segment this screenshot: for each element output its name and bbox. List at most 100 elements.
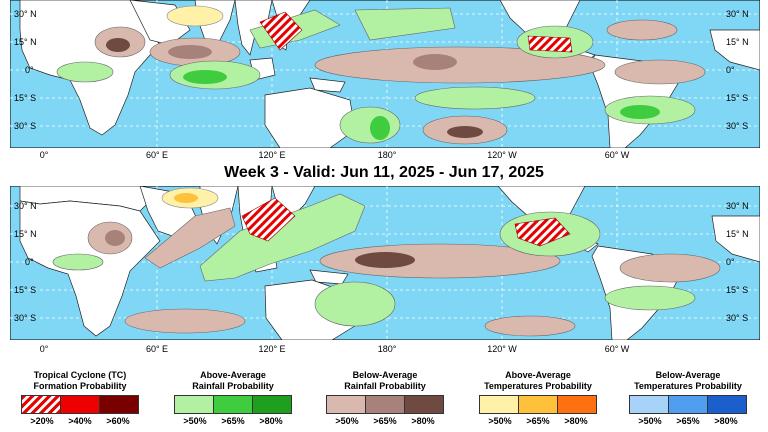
w3-lon-60e: 60° E xyxy=(145,344,169,354)
above-rain-spcz xyxy=(414,86,536,110)
legend-below-temp-swatch-80 xyxy=(706,395,747,414)
w2-lat-right-15s: 15° S xyxy=(726,93,749,103)
w3-lat-right-0: 0° xyxy=(726,257,735,267)
legend-below-rain-label-1: >50% xyxy=(335,416,359,426)
legend-tc-title-1: Tropical Cyclone (TC) xyxy=(33,370,127,380)
legend-tc-swatch-60 xyxy=(98,395,139,414)
new-guinea xyxy=(309,77,346,93)
w2-lon-180: 180° xyxy=(377,150,397,160)
legend-below-rain: Below-Average Rainfall Probability >50% … xyxy=(305,370,465,426)
legend-tc-label-2: >40% xyxy=(68,416,92,426)
below-rain-pacific-band xyxy=(314,46,606,84)
legend-tc-label-3: >60% xyxy=(106,416,130,426)
legend-above-temp-labels: >50% >65% >80% xyxy=(458,416,618,426)
above-rain-maritime-1-core xyxy=(183,70,227,84)
w2-lat-right-30s: 30° S xyxy=(726,121,749,131)
w3-lon-0: 0° xyxy=(39,344,49,354)
legend-above-temp-swatch-50 xyxy=(478,395,519,414)
legend-above-rain-label-2: >65% xyxy=(221,416,245,426)
below-rain-south-indian xyxy=(124,308,246,334)
above-rain-east-australia-core xyxy=(370,116,390,140)
w2-lon-60e: 60° E xyxy=(145,150,169,160)
legend-below-rain-swatch-80 xyxy=(403,395,444,414)
legend-above-temp-swatch-80 xyxy=(556,395,597,414)
week3-map-canvas xyxy=(10,186,760,340)
w3-lat-right-15n: 15° N xyxy=(726,229,749,239)
legend-above-temp-label-2: >65% xyxy=(526,416,550,426)
legend-tc-labels: >20% >40% >60% xyxy=(0,416,160,426)
below-rain-south-pacific-core xyxy=(447,126,483,138)
tc-epac xyxy=(514,217,571,247)
w2-lon-60w: 60° W xyxy=(604,150,630,160)
legend-tc: Tropical Cyclone (TC) Formation Probabil… xyxy=(0,370,160,426)
below-rain-pacific-core xyxy=(413,54,457,70)
legend-above-temp-swatch-65 xyxy=(517,395,558,414)
w3-lon-120e: 120° E xyxy=(258,344,286,354)
legend-tc-swatch-40 xyxy=(59,395,100,414)
legend: Tropical Cyclone (TC) Formation Probabil… xyxy=(0,370,768,432)
legend-above-temp-swatches xyxy=(458,395,618,414)
w2-lat-right-30n: 30° N xyxy=(726,9,749,19)
w3-lat-left-30n: 30° N xyxy=(14,201,37,211)
below-rain-indian-ocean-core xyxy=(168,45,212,59)
w3-lon-180: 180° xyxy=(377,344,397,354)
week3-anomalies xyxy=(52,187,721,337)
legend-below-rain-label-3: >80% xyxy=(411,416,435,426)
below-rain-south-atlantic xyxy=(614,59,706,85)
below-rain-indian-ocean xyxy=(144,207,236,269)
week3-title: Week 3 - Valid: Jun 11, 2025 - Jun 17, 2… xyxy=(224,164,544,181)
w2-lat-right-0: 0° xyxy=(726,65,735,75)
legend-above-temp: Above-Average Temperatures Probability >… xyxy=(458,370,618,426)
legend-tc-swatches xyxy=(0,395,160,414)
legend-below-temp-labels: >50% >65% >80% xyxy=(608,416,768,426)
legend-above-rain: Above-Average Rainfall Probability >50% … xyxy=(153,370,313,426)
legend-above-rain-labels: >50% >65% >80% xyxy=(153,416,313,426)
legend-below-rain-swatch-50 xyxy=(325,395,366,414)
tc-wpac xyxy=(241,197,296,242)
w2-lon-120e: 120° E xyxy=(258,150,286,160)
w3-lon-60w: 60° W xyxy=(604,344,630,354)
w3-lat-right-15s: 15° S xyxy=(726,285,749,295)
below-rain-atlantic xyxy=(606,19,678,41)
w3-lat-left-15n: 15° N xyxy=(14,229,37,239)
w3-lat-right-30n: 30° N xyxy=(726,201,749,211)
above-rain-central-pacific xyxy=(354,7,456,41)
se-asia xyxy=(234,0,273,56)
legend-above-rain-label-1: >50% xyxy=(183,416,207,426)
w3-lat-left-0: 0° xyxy=(25,257,34,267)
w2-lat-left-0: 0° xyxy=(25,65,34,75)
above-rain-west-africa xyxy=(52,253,104,271)
w2-lat-left-15n: 15° N xyxy=(14,37,37,47)
below-rain-east-africa-core xyxy=(106,38,130,52)
legend-tc-swatch-20 xyxy=(20,395,61,414)
west-africa xyxy=(709,29,760,71)
legend-below-temp-swatches xyxy=(608,395,768,414)
legend-above-rain-label-3: >80% xyxy=(259,416,283,426)
legend-below-temp-title-1: Below-Average xyxy=(655,370,721,380)
legend-above-rain-swatch-65 xyxy=(212,395,253,414)
w3-lat-left-30s: 30° S xyxy=(14,313,37,323)
legend-below-rain-title-2: Rainfall Probability xyxy=(344,381,426,391)
tc-epac xyxy=(527,35,573,53)
legend-above-temp-label-1: >50% xyxy=(488,416,512,426)
below-rain-south-atlantic xyxy=(619,253,721,283)
w2-lat-left-30s: 30° S xyxy=(14,121,37,131)
legend-above-temp-title-1: Above-Average xyxy=(505,370,571,380)
w3-lon-120w: 120° W xyxy=(487,344,517,354)
above-rain-south-america-core xyxy=(620,105,660,119)
legend-below-temp-title-2: Temperatures Probability xyxy=(634,381,742,391)
above-rain-east-australia xyxy=(339,106,401,144)
legend-below-temp-label-1: >50% xyxy=(638,416,662,426)
legend-tc-label-1: >20% xyxy=(30,416,54,426)
w3-lat-left-15s: 15° S xyxy=(14,285,37,295)
west-africa-right xyxy=(711,215,760,263)
tc-wpac xyxy=(259,11,303,51)
w3-lat-right-30s: 30° S xyxy=(726,313,749,323)
legend-above-rain-swatch-50 xyxy=(173,395,214,414)
above-temp-arabia xyxy=(166,5,224,27)
legend-below-rain-swatch-65 xyxy=(364,395,405,414)
legend-below-rain-title-1: Below-Average xyxy=(352,370,418,380)
above-temp-arabia-core xyxy=(174,193,198,203)
below-rain-pacific-core xyxy=(355,252,415,268)
above-rain-west-africa xyxy=(56,61,114,83)
